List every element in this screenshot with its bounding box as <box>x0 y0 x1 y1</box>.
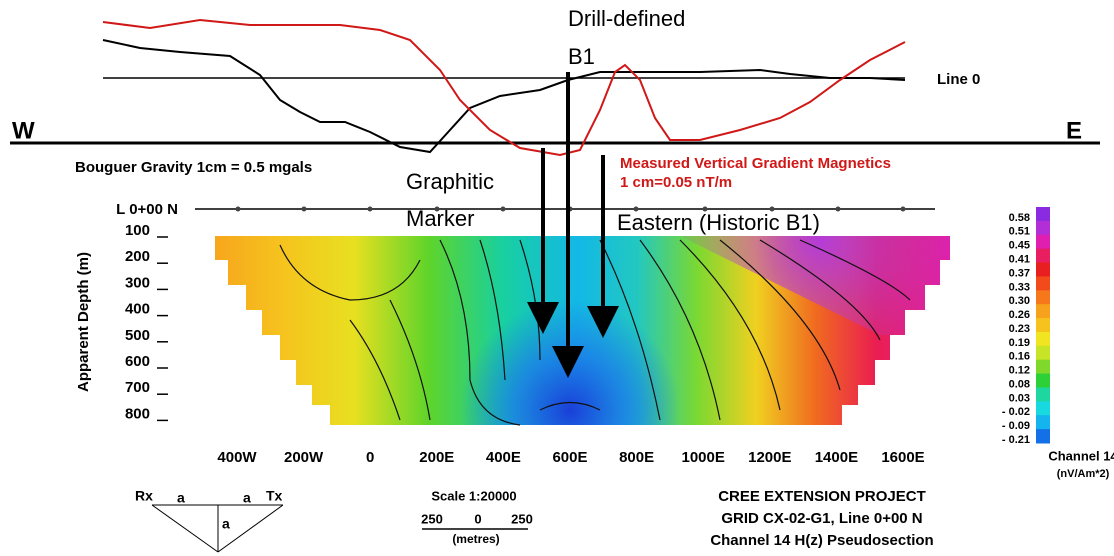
x-tick-label: 600E <box>552 449 587 466</box>
scale-label: 250 <box>511 511 533 526</box>
project-name: CREE EXTENSION PROJECT <box>718 488 926 505</box>
colorbar-swatch <box>1036 220 1050 236</box>
x-tick-label: 200E <box>419 449 454 466</box>
colorbar-label: 0.16 <box>1009 351 1030 363</box>
y-tick-label: 800 <box>125 405 150 422</box>
line-label: Line 0 <box>937 71 980 88</box>
colorbar-swatch <box>1036 331 1050 347</box>
graphitic-label: Graphitic <box>406 169 494 194</box>
y-tick-label: 600 <box>125 353 150 370</box>
colorbar-swatch <box>1036 429 1050 444</box>
colorbar-swatch <box>1036 401 1050 416</box>
colorbar-label: - 0.02 <box>1002 406 1030 418</box>
colorbar-label: 0.08 <box>1009 378 1030 390</box>
x-tick-label: 1400E <box>815 449 858 466</box>
scale-label: 0 <box>474 511 481 526</box>
colorbar-swatch <box>1036 207 1050 222</box>
scale-title: Scale 1:20000 <box>431 488 516 503</box>
x-tick-label: 0 <box>366 449 374 466</box>
colorbar-swatch <box>1036 318 1050 333</box>
colorbar-label: 0.51 <box>1009 226 1030 238</box>
colorbar-label: 0.33 <box>1009 281 1030 293</box>
colorbar-swatch <box>1036 373 1050 388</box>
colorbar-label: 0.58 <box>1009 212 1030 224</box>
x-tick-label: 400E <box>486 449 521 466</box>
magnetics-label: Measured Vertical Gradient Magnetics <box>620 155 891 172</box>
tx-label: Tx <box>266 488 283 504</box>
x-tick-label: 200W <box>284 449 324 466</box>
colorbar-label: - 0.21 <box>1002 434 1030 446</box>
y-tick-label: 200 <box>125 248 150 265</box>
arrows <box>527 72 619 378</box>
project-grid: GRID CX-02-G1, Line 0+00 N <box>721 510 922 527</box>
colorbar-swatch <box>1036 304 1050 319</box>
eastern-label: Eastern (Historic B1) <box>617 210 820 235</box>
spacing-label: a <box>243 490 251 506</box>
x-tick-label: 1200E <box>748 449 791 466</box>
colorbar-label: 0.30 <box>1009 295 1030 307</box>
project-channel: Channel 14 H(z) Pseudosection <box>710 532 933 549</box>
marker-label: Marker <box>406 206 474 231</box>
colorbar-swatch <box>1036 248 1050 264</box>
y-axis-title: Apparent Depth (m) <box>75 252 92 392</box>
y-tick-label: 500 <box>125 327 150 344</box>
y-tick-label: 700 <box>125 379 150 396</box>
scale-unit: (metres) <box>452 532 499 546</box>
colorbar-swatch <box>1036 234 1050 250</box>
colorbar-swatch <box>1036 359 1050 375</box>
x-tick-label: 800E <box>619 449 654 466</box>
x-tick-label: 1600E <box>881 449 924 466</box>
spacing-label: a <box>177 490 185 506</box>
y-tick-label: 300 <box>125 274 150 291</box>
gravity-label: Bouguer Gravity 1cm = 0.5 mgals <box>75 159 312 176</box>
gravity-curve <box>102 39 906 154</box>
colorbar-label: 0.41 <box>1009 253 1030 265</box>
colorbar-label: 0.03 <box>1009 392 1030 404</box>
y-tick-label: 100 <box>125 222 150 239</box>
drill-label: Drill-defined <box>568 6 685 31</box>
colorbar-label: 0.12 <box>1009 365 1030 377</box>
colorbar-label: 0.23 <box>1009 323 1030 335</box>
colorbar-swatch <box>1036 345 1050 361</box>
x-tick-label: 1000E <box>682 449 725 466</box>
colorbar-label: 0.45 <box>1009 240 1030 252</box>
x-tick-label: 400W <box>217 449 257 466</box>
rx-label: Rx <box>135 488 153 504</box>
colorbar-label: - 0.09 <box>1002 420 1030 432</box>
colorbar-swatch <box>1036 415 1050 430</box>
array-diagram <box>151 504 284 553</box>
magnetics-curve <box>102 18 906 157</box>
b1-label: B1 <box>568 44 595 69</box>
colorbar-label: 0.37 <box>1009 267 1030 279</box>
colorbar-label: 0.19 <box>1009 337 1030 349</box>
station-line-label: L 0+00 N <box>116 201 178 218</box>
magnetics-scale: 1 cm=0.05 nT/m <box>620 174 732 191</box>
colorbar-unit: (nV/Am*2) <box>1057 468 1110 480</box>
colorbar-label: 0.26 <box>1009 309 1030 321</box>
pseudosection <box>205 236 950 426</box>
west-label: W <box>12 117 35 144</box>
colorbar-swatch <box>1036 290 1050 305</box>
y-tick-label: 400 <box>125 301 150 318</box>
spacing-label: a <box>222 516 230 532</box>
east-label: E <box>1066 117 1082 144</box>
colorbar-title: Channel 14 <box>1048 448 1114 463</box>
colorbar-swatch <box>1036 262 1050 277</box>
scale-label: 250 <box>421 511 443 526</box>
colorbar-swatch <box>1036 276 1050 291</box>
colorbar-swatch <box>1036 387 1050 402</box>
